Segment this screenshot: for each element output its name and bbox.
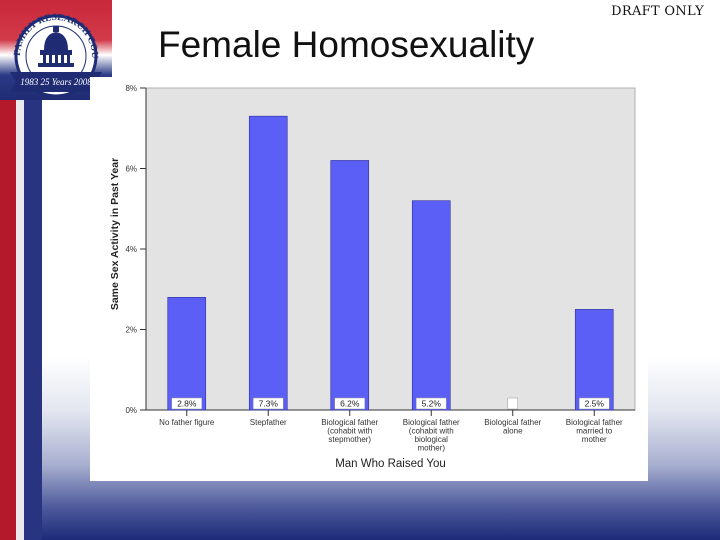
plot-area [145, 87, 636, 411]
x-tick-label-line: stepmother) [328, 435, 371, 444]
data-label-box [253, 397, 284, 410]
y-tick-label: 8% [125, 84, 137, 93]
x-axis-title: Man Who Raised You [335, 458, 446, 470]
x-tick-label-line: No father figure [159, 418, 215, 427]
bar [248, 115, 288, 411]
capitol-dome-icon [38, 26, 74, 67]
x-tick-label: No father figure [159, 418, 215, 427]
x-tick-label-line: married to [576, 427, 613, 436]
x-tick-label-line: biological [415, 435, 449, 444]
data-label-box [334, 397, 365, 410]
draft-label: DRAFT ONLY [611, 4, 704, 19]
x-tick-label-line: Biological father [484, 418, 541, 427]
bar-chart: 0% 2% 4% 6% 8% 2.8% No father figure 7.3% Stepfa… [109, 84, 636, 470]
x-tick-label-line: Biological father [321, 418, 378, 427]
x-tick-label: Biological father married to mother [566, 418, 623, 444]
data-label-box [507, 397, 518, 410]
chart-container: 0% 2% 4% 6% 8% 2.8% No father figure 7.3% Stepfa… [90, 77, 648, 481]
y-tick-label: 0% [125, 406, 137, 415]
y-axis-title: Same Sex Activity in Past Year [109, 158, 121, 310]
x-tick-label-line: Biological father [566, 418, 623, 427]
data-label-box [416, 397, 447, 410]
bar [167, 297, 207, 411]
frc-logo: FAMILY RESEARCH COUNCIL 1983 25 Years 20… [6, 6, 102, 98]
x-tick-label-line: mother [582, 435, 607, 444]
x-tick-label: Biological father (cohabit with stepmother… [321, 418, 378, 444]
data-label-box [171, 397, 202, 410]
x-tick-label-line: mother) [417, 444, 445, 453]
x-tick-label-line: (cohabit with [409, 427, 454, 436]
data-label: 2.8% [177, 399, 197, 409]
x-tick-label: Biological father alone [484, 418, 541, 436]
y-tick-label: 6% [125, 165, 137, 174]
y-tick-label: 4% [125, 245, 137, 254]
data-label: 5.2% [422, 399, 442, 409]
x-tick-label-line: Biological father [403, 418, 460, 427]
blue-side-stripe [24, 90, 42, 540]
logo-ribbon-text: 1983 25 Years 2008 [20, 77, 92, 87]
y-tick-label: 2% [125, 326, 137, 335]
x-tick-label-line: (cohabit with [327, 427, 372, 436]
bar [574, 309, 614, 411]
bar [411, 200, 451, 411]
x-tick-label-line: alone [503, 427, 523, 436]
data-label: 7.3% [259, 399, 279, 409]
x-tick-label: Stepfather [250, 418, 287, 427]
bar [330, 160, 370, 411]
data-label-box [579, 397, 610, 410]
x-tick-label: Biological father (cohabit with biological… [403, 418, 460, 453]
red-side-stripe [0, 90, 16, 540]
slide-title: Female Homosexuality [158, 24, 535, 65]
x-tick-label-line: Stepfather [250, 418, 287, 427]
data-label: 2.5% [585, 399, 605, 409]
data-label: 6.2% [340, 399, 360, 409]
side-stripe-gap [16, 90, 24, 540]
